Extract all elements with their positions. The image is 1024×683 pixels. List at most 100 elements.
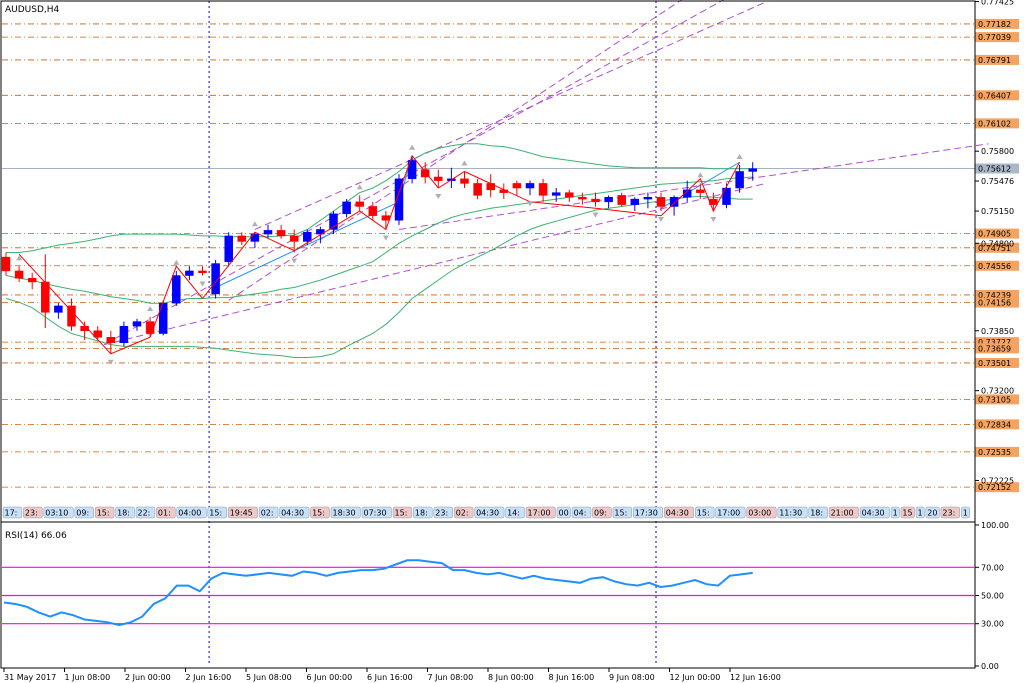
event-tag — [940, 506, 961, 519]
channel-line-2 — [104, 0, 725, 346]
price-level-label: 0.74556 — [978, 262, 1011, 271]
rsi-tick-label: 50.00 — [981, 592, 1004, 601]
event-tag-label: 19:45 — [230, 509, 253, 518]
bullish-candle — [303, 231, 312, 242]
bearish-candle — [617, 195, 626, 205]
bearish-candle — [656, 196, 666, 207]
bollinger-lower — [5, 195, 753, 358]
bullish-candle — [185, 270, 194, 276]
event-tag-label: 04:30 — [281, 509, 304, 518]
event-tag-strip: 17: 23: 03:10 09: 15: 18: 22: 01: 04:00 15: 19:45 0… — [2, 506, 970, 519]
time-tick-label: 1 Jun 08:00 — [65, 673, 111, 682]
channel-line-3 — [228, 0, 683, 301]
price-level-label: 0.73659 — [978, 344, 1011, 353]
event-tag — [612, 506, 633, 519]
event-tag — [474, 506, 505, 519]
price-level-badge — [975, 337, 1019, 348]
bearish-candle — [565, 192, 574, 198]
event-tag — [525, 506, 556, 519]
event-tag-label: 14: — [507, 509, 520, 518]
event-tag — [43, 506, 74, 519]
price-level-label: 0.77039 — [978, 33, 1011, 42]
rsi-pane: 100.00 70.00 50.00 30.00 0.00 — [2, 521, 1009, 671]
bullish-candle — [119, 325, 129, 344]
price-level-badge — [975, 357, 1019, 368]
event-tag-label: 11:30 — [779, 509, 802, 518]
time-tick-label: 8 Jun 00:00 — [488, 673, 534, 682]
event-tag — [571, 506, 592, 519]
event-tag — [961, 506, 970, 519]
price-level-badge — [975, 419, 1019, 430]
event-tag-label: 18: — [117, 509, 130, 518]
bearish-candle — [368, 206, 378, 216]
event-tag-label: 15 — [902, 509, 912, 518]
bullish-candle — [394, 178, 404, 221]
event-tag-label: 09: — [76, 509, 89, 518]
main-pane-frame — [0, 0, 976, 523]
fractal-down-marker — [710, 217, 717, 223]
event-tag — [279, 506, 310, 519]
price-level-badge — [975, 90, 1019, 101]
event-tag — [74, 506, 94, 519]
bearish-candle — [696, 189, 705, 193]
channel-line-1 — [104, 182, 766, 346]
bullish-candle — [329, 213, 338, 230]
event-tag-label: 03:10 — [45, 509, 68, 518]
trendline-1 — [215, 155, 413, 288]
event-tag-label: 1 — [963, 509, 968, 518]
event-tag — [23, 506, 43, 519]
event-tag-label: 18:30 — [333, 509, 356, 518]
bearish-candle — [591, 198, 600, 203]
event-tag — [777, 506, 808, 519]
price-level-badge — [975, 394, 1019, 405]
price-level-label: 0.73105 — [978, 395, 1011, 404]
event-tag-label: 01: — [158, 509, 171, 518]
bearish-candle — [67, 305, 76, 327]
rsi-tick-label: 0.00 — [981, 662, 999, 671]
price-level-badge — [975, 32, 1019, 43]
bearish-candle — [420, 169, 430, 178]
bollinger-bands — [5, 143, 753, 358]
event-tag — [808, 506, 828, 519]
event-tag-label: 23: — [435, 509, 448, 518]
event-tag — [330, 506, 361, 519]
event-tag-label: 04:30 — [476, 509, 499, 518]
event-tag — [859, 506, 890, 519]
bearish-candle — [106, 336, 116, 344]
event-tag-label: 21:00 — [831, 509, 854, 518]
event-tag — [135, 506, 156, 519]
bullish-candle — [263, 230, 273, 235]
fractal-up-marker — [697, 172, 704, 178]
event-tag-label: 04: — [574, 509, 587, 518]
event-tag — [746, 506, 777, 519]
event-tag — [310, 506, 330, 519]
fractal-up-marker — [173, 259, 180, 265]
bullish-candle — [224, 235, 233, 262]
event-tag-label: 15: — [312, 509, 325, 518]
price-tick-label: 0.75800 — [981, 147, 1014, 156]
bearish-candle — [381, 215, 391, 221]
event-tag-label: 18: — [415, 509, 428, 518]
price-tick-label: 0.74800 — [981, 239, 1014, 248]
fractal-up-marker — [251, 221, 258, 227]
price-level-label: 0.76102 — [978, 119, 1011, 128]
bullish-candle — [722, 187, 731, 205]
fractal-up-marker — [409, 144, 416, 150]
time-tick-label: 31 May 2017 — [4, 673, 56, 682]
price-level-badge — [975, 242, 1019, 253]
event-tag — [556, 506, 571, 519]
event-tag-label: 17:30 — [635, 509, 658, 518]
price-axis: 0.77425 0.75800 0.75476 0.75150 0.74800 0.738… — [975, 0, 1014, 485]
bullish-candle — [172, 275, 181, 304]
fractal-down-marker — [291, 258, 298, 264]
price-tick-label: 0.75476 — [981, 177, 1014, 186]
price-level-label: 0.72535 — [978, 448, 1011, 457]
bullish-candle — [54, 305, 63, 313]
event-tag-label: 15: — [614, 509, 627, 518]
price-level-badge — [975, 289, 1019, 300]
current-price-label: 0.75612 — [978, 165, 1011, 174]
bullish-candle — [211, 263, 220, 295]
bearish-candle — [237, 235, 247, 242]
bearish-candle — [14, 270, 24, 279]
